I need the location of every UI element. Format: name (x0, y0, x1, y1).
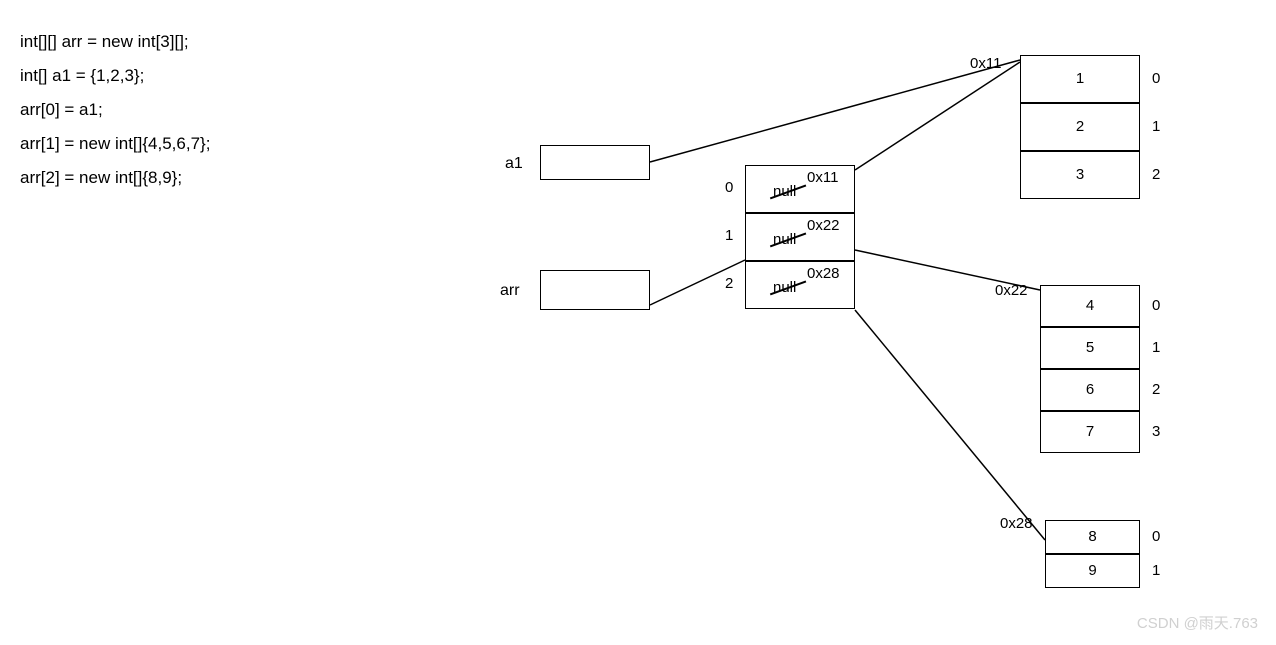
arr-cell-index: 0 (725, 179, 733, 196)
heap-cell: 1 (1020, 55, 1140, 103)
arr-cell-index: 1 (725, 227, 733, 244)
diagram-canvas: int[][] arr = new int[3][]; int[] a1 = {… (0, 0, 1276, 645)
stack-arr-label: arr (500, 282, 520, 300)
heap-cell: 6 (1040, 369, 1140, 411)
heap-cell-index: 2 (1152, 166, 1160, 183)
heap-addr-label: 0x11 (970, 55, 1001, 72)
heap-cell: 7 (1040, 411, 1140, 453)
code-line: arr[0] = a1; (20, 93, 210, 127)
heap-addr-label: 0x22 (995, 282, 1028, 299)
heap-cell-index: 1 (1152, 562, 1160, 579)
stack-a1-label: a1 (505, 155, 523, 173)
code-line: int[] a1 = {1,2,3}; (20, 59, 210, 93)
arr-cell-index: 2 (725, 275, 733, 292)
heap-cell-index: 1 (1152, 339, 1160, 356)
code-line: arr[1] = new int[]{4,5,6,7}; (20, 127, 210, 161)
arr-cell-addr: 0x28 (807, 265, 840, 282)
heap-cell-index: 0 (1152, 528, 1160, 545)
heap-cell: 2 (1020, 103, 1140, 151)
arr-cell (745, 165, 855, 213)
heap-cell: 5 (1040, 327, 1140, 369)
heap-cell: 3 (1020, 151, 1140, 199)
watermark: CSDN @雨天.763 (1137, 612, 1258, 633)
arr-cell-addr: 0x22 (807, 217, 840, 234)
heap-addr-label: 0x28 (1000, 515, 1033, 532)
heap-cell: 9 (1045, 554, 1140, 588)
heap-cell-index: 0 (1152, 297, 1160, 314)
heap-cell-index: 0 (1152, 70, 1160, 87)
code-line: arr[2] = new int[]{8,9}; (20, 161, 210, 195)
arr-cell-addr: 0x11 (807, 169, 838, 186)
heap-cell: 8 (1045, 520, 1140, 554)
code-line: int[][] arr = new int[3][]; (20, 25, 210, 59)
code-block: int[][] arr = new int[3][]; int[] a1 = {… (20, 25, 210, 195)
stack-arr-box (540, 270, 650, 310)
heap-cell-index: 3 (1152, 423, 1160, 440)
heap-cell-index: 1 (1152, 118, 1160, 135)
heap-cell: 4 (1040, 285, 1140, 327)
stack-a1-box (540, 145, 650, 180)
heap-cell-index: 2 (1152, 381, 1160, 398)
